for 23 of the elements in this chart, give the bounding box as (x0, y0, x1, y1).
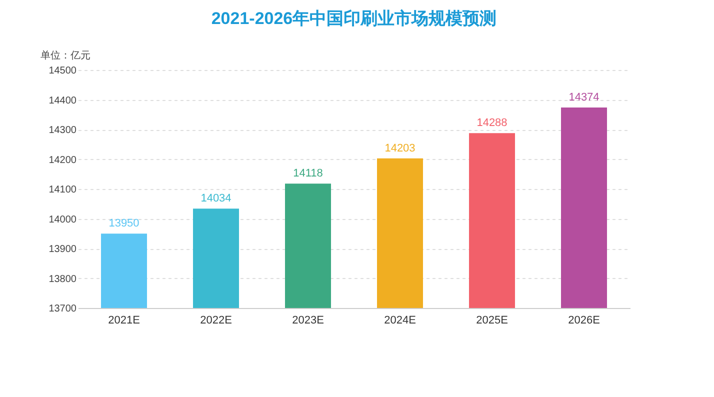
y-tick-label: 14000 (48, 214, 77, 226)
x-tick-label: 2024E (384, 314, 416, 326)
x-tick-label: 2023E (292, 314, 324, 326)
y-tick-label: 14400 (48, 95, 77, 106)
y-tick-label: 14300 (48, 125, 77, 136)
y-tick-label: 13900 (48, 244, 77, 255)
y-tick-label: 14200 (48, 154, 77, 166)
y-axis-title: 单位：亿元 (40, 50, 90, 62)
data-label: 14203 (384, 142, 416, 154)
x-tick-label: 2025E (476, 314, 508, 326)
x-tick-label: 2026E (568, 314, 600, 326)
x-tick-label: 2022E (200, 314, 232, 326)
y-tick-label: 14100 (48, 184, 77, 196)
y-tick-label: 14500 (48, 66, 77, 76)
data-label: 14034 (200, 192, 232, 205)
data-label: 14288 (476, 117, 508, 130)
chart-title: 2021-2026年中国印刷业市场规模预测 (211, 9, 497, 28)
x-tick-label: 2021E (108, 314, 140, 326)
y-tick-label: 13700 (48, 304, 77, 314)
data-label: 14118 (293, 168, 323, 180)
data-label: 13950 (108, 218, 140, 230)
y-tick-label: 13800 (48, 274, 77, 285)
data-label: 14374 (568, 91, 600, 104)
